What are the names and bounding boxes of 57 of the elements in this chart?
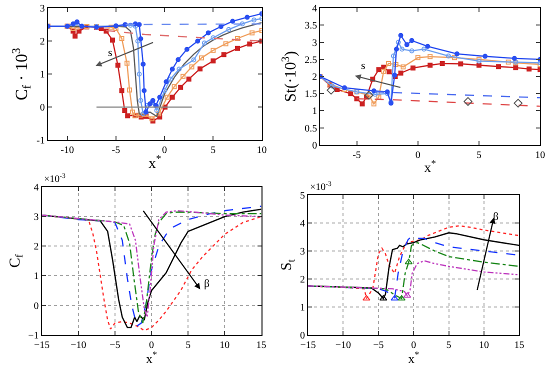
x-tick-label: −5 <box>373 340 384 351</box>
y-tick-label: 0 <box>300 330 305 342</box>
x-axis-title: x$^{*}$ <box>408 350 420 366</box>
x-axis-title: x$^{*}$ <box>146 350 158 366</box>
x-tick-label: 15 <box>514 340 524 351</box>
annotation: s <box>108 47 112 59</box>
y-tick-label: 2.5 <box>304 54 318 66</box>
x-tick-label: 15 <box>256 340 266 351</box>
y-tick-label: 1.5 <box>304 89 318 100</box>
x-tick-label: 10 <box>220 340 230 351</box>
x-tick-label: 10 <box>535 150 546 161</box>
y-tick-label: 2 <box>40 36 45 48</box>
y-tick-label: 5 <box>300 190 305 202</box>
x-tick-label: 5 <box>210 145 216 156</box>
y-tick-label: 1 <box>300 302 305 314</box>
y-tick-label: 4 <box>34 182 39 194</box>
x-tick-label: −15 <box>300 340 316 351</box>
y-tick-label: 3 <box>312 38 318 49</box>
x-tick-label: 5 <box>476 150 482 161</box>
x-tick-label: 5 <box>186 340 191 351</box>
y-tick-label: −1 <box>28 330 39 342</box>
x-tick-label: −10 <box>70 340 86 351</box>
x-tick-label: 0 <box>162 145 168 156</box>
y-tick-label: 3 <box>300 246 305 258</box>
x-tick-label: -5 <box>352 150 361 161</box>
y-tick-label: 1 <box>40 70 45 81</box>
y-tick-label: 0.5 <box>304 123 318 134</box>
x-tick-label: 10 <box>256 145 267 156</box>
x-tick-label: −15 <box>34 340 50 351</box>
y-tick-label: -1 <box>36 136 45 147</box>
x-tick-label: 10 <box>479 340 489 351</box>
x-tick-label: 5 <box>446 340 452 351</box>
y-tick-label: 0 <box>40 102 45 114</box>
y-tick-label: 3.5 <box>304 20 318 32</box>
y-tick-label: 3 <box>40 4 45 15</box>
x-axis-title: x$^{*}$ <box>148 154 162 172</box>
y-tick-label: 4 <box>312 4 318 15</box>
y-tick-label: 3 <box>34 212 39 224</box>
x-tick-label: -5 <box>112 145 120 156</box>
y-tick-label: 2 <box>34 242 39 253</box>
x-axis-title: x$^{*}$ <box>424 158 436 176</box>
y-tick-label: 2 <box>312 72 318 83</box>
text: ×10$^{-3}$ <box>44 172 66 186</box>
annotation: s <box>361 60 366 72</box>
x-tick-label: 0 <box>149 340 154 351</box>
y-tick-label: 2 <box>300 274 305 286</box>
y-tick-label: 1 <box>34 271 39 282</box>
text: ×10$^{-3}$ <box>310 180 332 194</box>
x-tick-label: 0 <box>415 150 420 161</box>
y-tick-label: 1 <box>312 106 318 118</box>
x-tick-label: −5 <box>110 340 120 351</box>
x-tick-label: 0 <box>411 340 416 351</box>
x-tick-label: −10 <box>335 340 352 351</box>
x-tick-label: -10 <box>60 145 74 156</box>
annotation: β <box>204 278 210 290</box>
y-tick-label: 0 <box>34 300 39 312</box>
y-tick-label: 4 <box>300 218 305 230</box>
